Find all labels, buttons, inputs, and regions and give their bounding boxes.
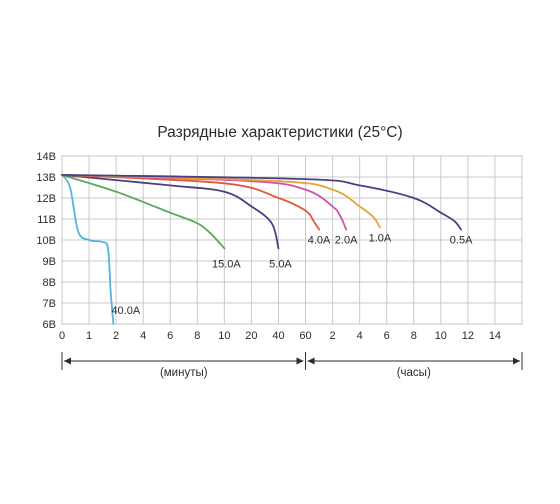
discharge-curve-3: [61, 174, 320, 231]
y-axis-labels: 14В 13В 12В 11В 10В 9В 8В 7В 6В: [36, 151, 56, 331]
y-tick-label: 13В: [36, 172, 56, 184]
discharge-curves: [61, 174, 462, 325]
x-tick-label: 8: [411, 330, 417, 342]
x-tick-label: 2: [113, 330, 119, 342]
x-tick-label: 10: [218, 330, 230, 342]
y-tick-label: 10В: [36, 235, 56, 247]
y-tick-label: 6В: [43, 319, 56, 331]
x-tick-label: 4: [140, 330, 146, 342]
curve-label-0: 40.0A: [111, 305, 140, 317]
curve-labels: 40.0A 15.0A 5.0A 4.0A 2.0A 1.0A 0.5A: [111, 232, 473, 317]
section-arrowhead-left: [307, 357, 315, 365]
curve-label-1: 15.0A: [212, 258, 241, 270]
x-tick-label: 20: [245, 330, 257, 342]
x-tick-label: 14: [489, 330, 501, 342]
chart-title: Разрядные характеристики (25°C): [157, 124, 402, 141]
section-arrowhead-right: [513, 357, 520, 365]
y-tick-label: 7В: [43, 298, 56, 310]
x-tick-label: 1: [86, 330, 92, 342]
discharge-curve-2: [61, 174, 280, 250]
y-tick-label: 11В: [37, 214, 56, 226]
x-tick-label: 4: [357, 330, 363, 342]
x-tick-label: 0: [59, 330, 65, 342]
x-tick-label: 6: [167, 330, 173, 342]
x-tick-label: 60: [299, 330, 311, 342]
curve-label-2: 5.0A: [269, 258, 292, 270]
x-tick-label: 40: [272, 330, 284, 342]
x-tick-label: 10: [435, 330, 447, 342]
time-scale-sections: (минуты) (часы): [61, 352, 523, 379]
discharge-curve-1: [61, 174, 226, 250]
curve-label-5: 1.0A: [369, 232, 392, 244]
y-tick-label: 9В: [43, 256, 56, 268]
y-tick-label: 14В: [36, 151, 56, 163]
curve-label-4: 2.0A: [335, 235, 358, 247]
x-tick-label: 6: [384, 330, 390, 342]
y-tick-label: 12В: [36, 193, 56, 205]
section-arrowhead-left: [64, 357, 71, 365]
curve-label-3: 4.0A: [308, 235, 331, 247]
curve-label-6: 0.5A: [450, 235, 473, 247]
x-tick-label: 12: [462, 330, 474, 342]
section-arrowhead-right: [296, 357, 304, 365]
discharge-curve-6: [61, 174, 462, 231]
section-label: (часы): [397, 367, 431, 379]
x-axis-labels: 0 1 2 4 6 8 10 20 40 60 2 4 6 8 10 12 14: [59, 330, 501, 342]
x-tick-label: 8: [194, 330, 200, 342]
discharge-curve-5: [61, 174, 381, 229]
y-tick-label: 8В: [43, 277, 56, 289]
discharge-curve-0: [61, 174, 115, 325]
section-label: (минуты): [160, 367, 208, 379]
x-tick-label: 2: [330, 330, 336, 342]
